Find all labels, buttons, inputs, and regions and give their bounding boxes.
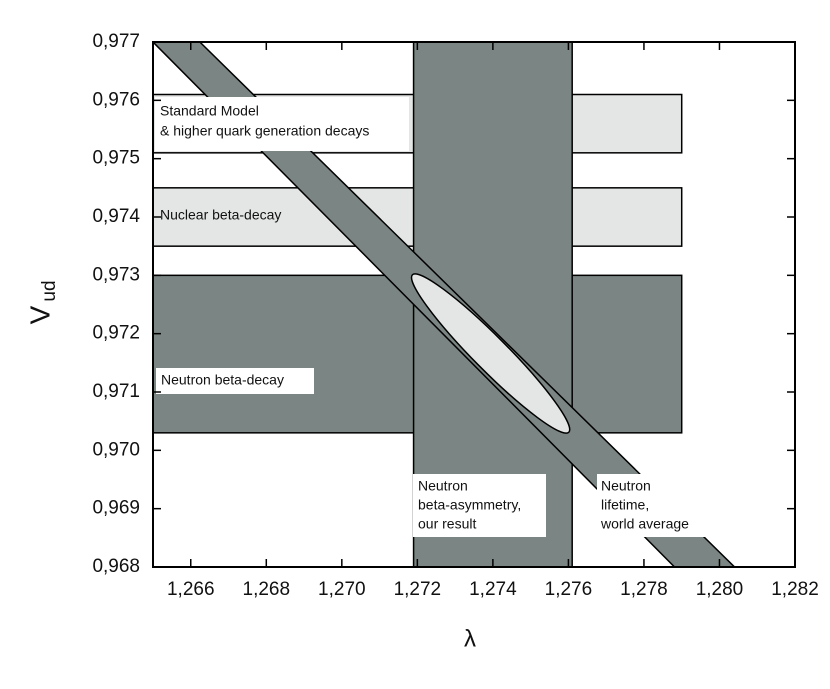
ellipse-region — [410, 273, 571, 434]
y-tick-label: 0,974 — [92, 206, 140, 227]
x-tick-label: 1,274 — [469, 579, 517, 600]
label-box — [155, 97, 409, 151]
region-label: Nuclear beta-decay — [160, 207, 281, 223]
x-tick-label: 1,268 — [243, 579, 291, 600]
y-tick-label: 0,970 — [92, 439, 140, 460]
x-tick-label: 1,276 — [545, 579, 593, 600]
y-tick-label: 0,971 — [92, 381, 140, 402]
x-tick-label: 1,272 — [394, 579, 442, 600]
y-tick-label: 0,975 — [92, 148, 140, 169]
region-label: Neutron — [418, 478, 468, 494]
region-label: beta-asymmetry, — [418, 497, 521, 513]
x-tick-label: 1,282 — [771, 579, 819, 600]
y-axis-label-group: V ud — [24, 280, 60, 324]
y-axis-label-sub: ud — [39, 280, 60, 301]
region-label: Neutron beta-decay — [161, 372, 284, 388]
y-tick-label: 0,977 — [92, 31, 140, 52]
x-tick-label: 1,266 — [167, 579, 215, 600]
overlay: Standard Model & higher quark generation … — [92, 31, 818, 600]
y-tick-label: 0,968 — [92, 556, 140, 577]
y-tick-label: 0,969 — [92, 498, 140, 519]
y-tick-label: 0,973 — [92, 264, 140, 285]
x-tick-label: 1,270 — [318, 579, 366, 600]
plot-frame — [152, 41, 796, 568]
label-box — [156, 368, 314, 394]
region-label: Standard Model — [160, 103, 259, 119]
region-label: lifetime, — [601, 497, 649, 513]
y-tick-label: 0,976 — [92, 89, 140, 110]
region-label: & higher quark generation decays — [160, 123, 369, 139]
region-label: Neutron — [601, 478, 651, 494]
region-label: world average — [600, 516, 689, 532]
label-box — [597, 474, 709, 537]
x-tick-label: 1,280 — [696, 579, 744, 600]
y-axis-label: V — [24, 305, 55, 324]
label-box — [413, 474, 546, 537]
x-axis-label: λ — [464, 625, 476, 652]
region-label: our result — [418, 516, 476, 532]
x-tick-label: 1,278 — [620, 579, 668, 600]
y-tick-label: 0,972 — [92, 323, 140, 344]
